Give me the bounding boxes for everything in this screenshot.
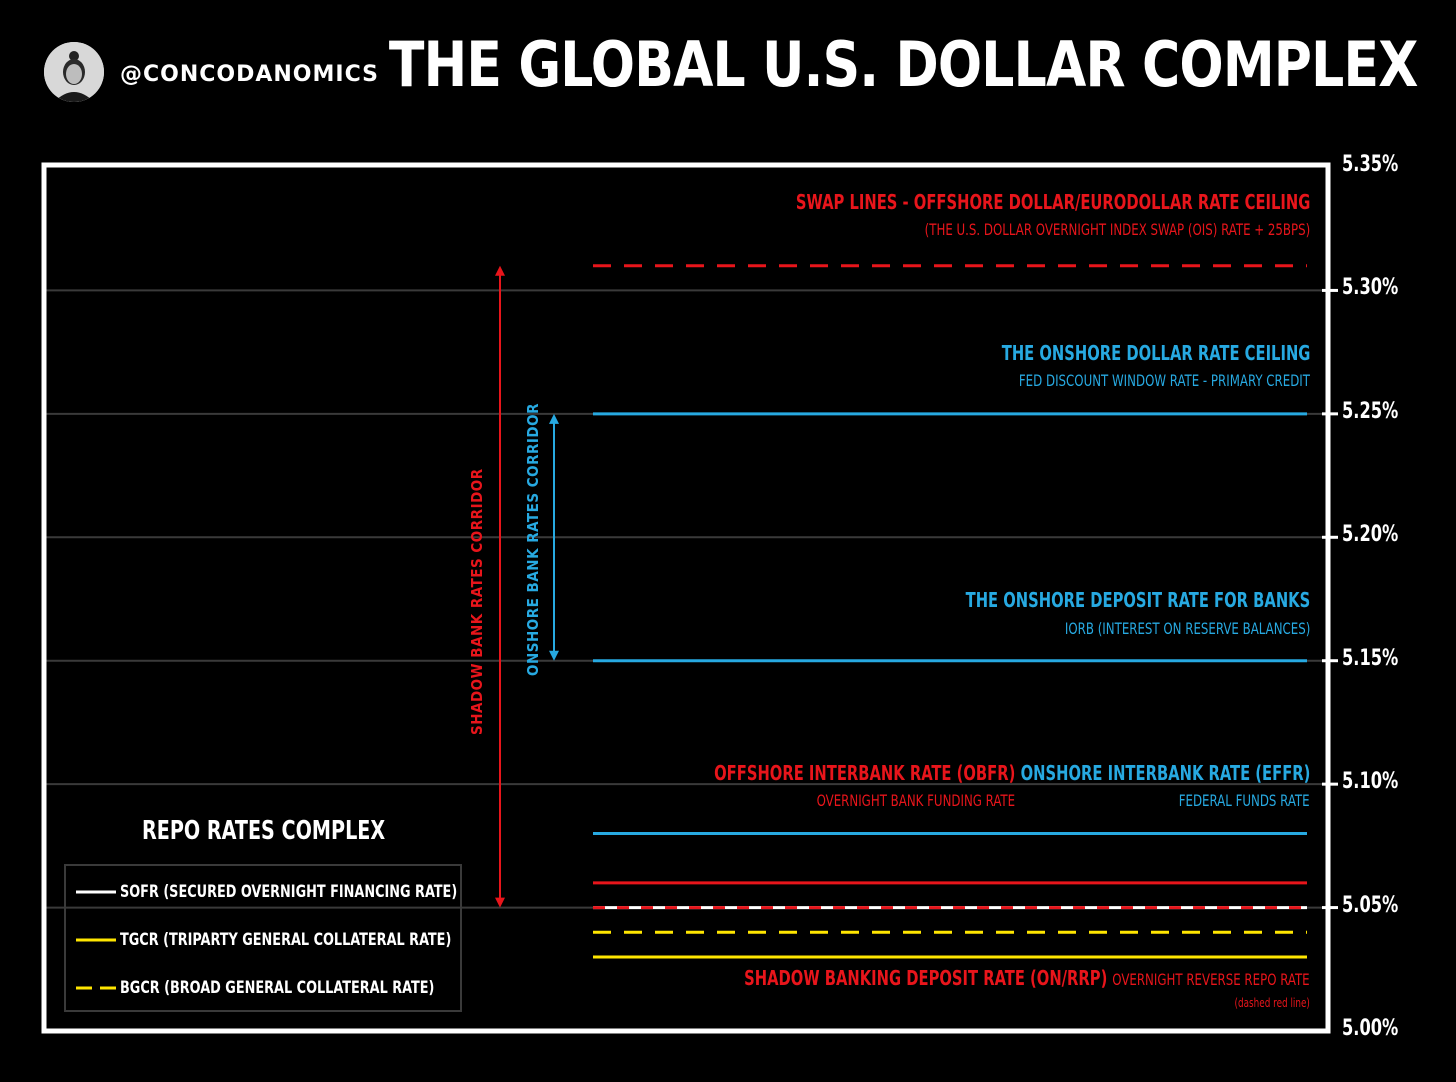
legend-title: REPO RATES COMPLEX <box>142 816 386 846</box>
obfr-subtitle: OVERNIGHT BANK FUNDING RATE <box>816 791 1015 810</box>
y-tick-label: 5.05% <box>1342 892 1399 918</box>
page-title: THE GLOBAL U.S. DOLLAR COMPLEX <box>389 28 1418 101</box>
legend-item-sofr: SOFR (SECURED OVERNIGHT FINANCING RATE) <box>76 880 521 904</box>
effr-subtitle: FEDERAL FUNDS RATE <box>1179 791 1310 810</box>
y-tick-label: 5.35% <box>1342 152 1399 177</box>
rrp-subtitle: OVERNIGHT REVERSE REPO RATE <box>1112 970 1310 989</box>
avatar <box>44 42 104 102</box>
y-tick-label: 5.20% <box>1342 522 1399 548</box>
legend-label-sofr: SOFR (SECURED OVERNIGHT FINANCING RATE) <box>120 882 458 902</box>
legend-swatch-sofr <box>76 890 116 894</box>
y-tick-label: 5.30% <box>1342 275 1399 301</box>
y-tick-label: 5.00% <box>1342 1016 1399 1041</box>
deposit-rate-title: THE ONSHORE DEPOSIT RATE FOR BANKS <box>965 588 1310 612</box>
corridor-arrow-head-top <box>495 265 505 276</box>
corridor-arrow-head-top <box>549 413 559 424</box>
onshore-corridor-label: ONSHORE BANK RATES CORRIDOR <box>524 403 542 676</box>
deposit-rate-subtitle: IORB (INTEREST ON RESERVE BALANCES) <box>1064 619 1310 638</box>
legend-swatch-bgcr <box>76 986 116 990</box>
rate-ceiling-title: THE ONSHORE DOLLAR RATE CEILING <box>1001 341 1310 365</box>
y-tick-label: 5.10% <box>1342 769 1399 795</box>
rrp-label: SHADOW BANKING DEPOSIT RATE (ON/RRP) OVE… <box>745 966 1310 990</box>
legend: SOFR (SECURED OVERNIGHT FINANCING RATE) … <box>64 864 462 1012</box>
legend-label-bgcr: BGCR (BROAD GENERAL COLLATERAL RATE) <box>120 978 435 998</box>
rate-ceiling-subtitle: FED DISCOUNT WINDOW RATE - PRIMARY CREDI… <box>1018 371 1310 390</box>
rrp-title: SHADOW BANKING DEPOSIT RATE (ON/RRP) <box>744 966 1108 990</box>
legend-item-bgcr: BGCR (BROAD GENERAL COLLATERAL RATE) <box>76 976 494 1000</box>
effr-title: ONSHORE INTERBANK RATE (EFFR) <box>1020 761 1310 785</box>
shadow-corridor-label: SHADOW BANK RATES CORRIDOR <box>468 468 486 735</box>
corridor-arrow-head-bottom <box>549 650 559 661</box>
rrp-note: (dashed red line) <box>1234 996 1310 1010</box>
obfr-title: OFFSHORE INTERBANK RATE (OBFR) <box>713 761 1015 785</box>
corridor-arrow-head-bottom <box>495 897 505 908</box>
legend-swatch-tgcr <box>76 938 116 942</box>
legend-label-tgcr: TGCR (TRIPARTY GENERAL COLLATERAL RATE) <box>120 930 452 950</box>
author-handle: @CONCODANOMICS <box>120 62 379 87</box>
swap-lines-subtitle: (THE U.S. DOLLAR OVERNIGHT INDEX SWAP (O… <box>924 220 1310 239</box>
y-tick-label: 5.15% <box>1342 645 1399 671</box>
swap-lines-title: SWAP LINES - OFFSHORE DOLLAR/EURODOLLAR … <box>795 190 1310 214</box>
legend-item-tgcr: TGCR (TRIPARTY GENERAL COLLATERAL RATE) <box>76 928 514 952</box>
chart-frame <box>41 162 1331 1034</box>
y-tick-label: 5.25% <box>1342 398 1399 424</box>
